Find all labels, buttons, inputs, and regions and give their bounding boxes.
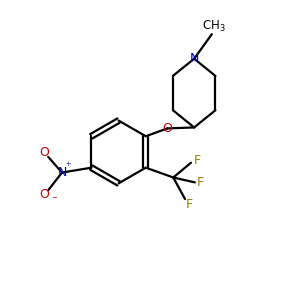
Text: O: O — [39, 188, 49, 201]
Text: $^-$: $^-$ — [50, 195, 58, 205]
Text: O: O — [162, 122, 172, 135]
Text: F: F — [193, 154, 200, 167]
Text: $^+$: $^+$ — [64, 161, 72, 171]
Text: F: F — [197, 176, 204, 189]
Text: F: F — [185, 199, 193, 212]
Text: O: O — [39, 146, 49, 159]
Text: N: N — [190, 52, 199, 65]
Text: CH$_3$: CH$_3$ — [202, 19, 226, 34]
Text: N: N — [57, 166, 67, 179]
